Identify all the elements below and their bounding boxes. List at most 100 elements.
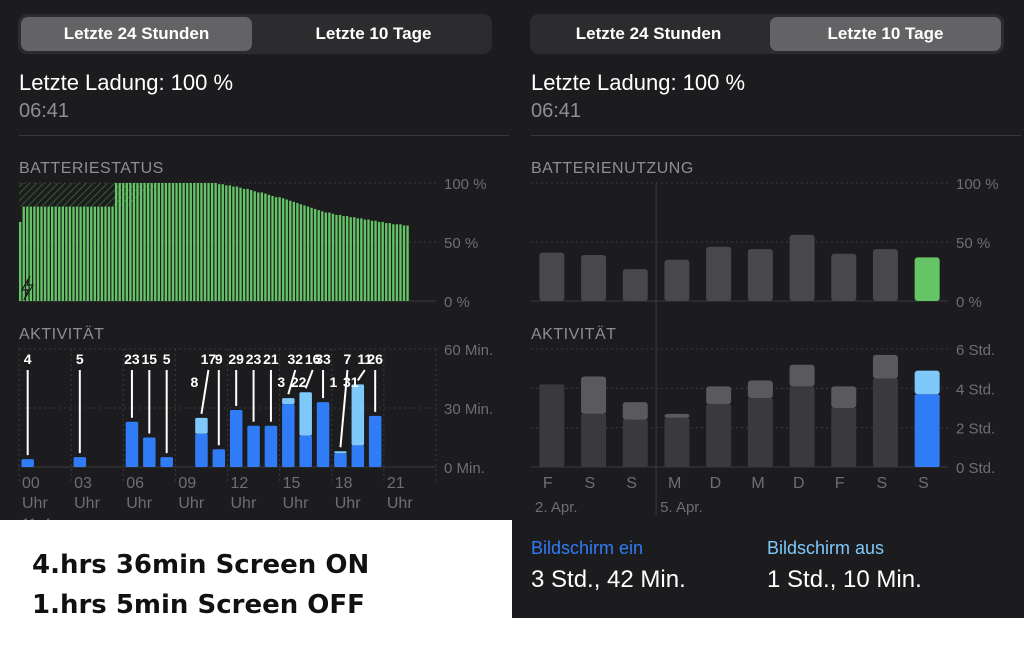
battery-level-bar (349, 217, 352, 301)
battery-level-bar (29, 206, 33, 301)
activity-pointer-line (287, 369, 297, 395)
battery-level-bar (50, 206, 54, 301)
battery-level-bar (161, 183, 164, 301)
activity-value-label: 23 (124, 351, 140, 367)
battery-level-bar (146, 183, 150, 301)
battery-level-bar (335, 214, 338, 301)
battery-level-bar (97, 206, 100, 301)
battery-level-bar (402, 225, 406, 301)
battery-level-bar (292, 201, 296, 301)
activity-screen-off-bar (789, 364, 815, 387)
battery-level-bar (178, 183, 182, 301)
battery-level-bar (79, 206, 82, 301)
activity-value-label: 29 (228, 351, 244, 367)
battery-level-bar (321, 211, 324, 301)
day-label: S (626, 475, 637, 492)
battery-level-bar (168, 183, 171, 301)
activity-screen-on-bar (706, 404, 732, 467)
battery-level-bar (54, 206, 57, 301)
hour-label: 09 (178, 475, 196, 492)
battery-level-bar (299, 204, 303, 301)
activity-value-label: 31 (343, 374, 359, 390)
hour-label: 03 (74, 475, 92, 492)
battery-level-bar (257, 192, 260, 301)
tab-last-10-days[interactable]: Letzte 10 Tage (315, 24, 432, 43)
activity-value-label: 7 (344, 351, 352, 367)
battery-level-bar (235, 186, 239, 301)
activity-screen-on-bar (539, 384, 565, 467)
battery-level-bar (75, 206, 79, 301)
activity-screen-on-bar (73, 457, 87, 467)
battery-level-bar (264, 193, 267, 301)
activity-screen-on-bar (831, 408, 857, 467)
battery-level-bar (377, 221, 381, 301)
battery-level-bar (281, 198, 285, 301)
battery-level-bar (363, 219, 367, 301)
battery-level-bar (82, 206, 86, 301)
activity-screen-off-bar (299, 392, 312, 436)
screen-off-value: 1 Std., 10 Min. (767, 566, 922, 593)
battery-level-bar (40, 206, 43, 301)
battery-level-bar (253, 191, 256, 301)
day-label: S (918, 475, 929, 492)
activity-pointer-line (339, 369, 349, 448)
battery-level-bar (90, 206, 93, 301)
battery-usage-heading: BATTERIENUTZUNG (531, 160, 694, 177)
hour-label: 06 (126, 475, 144, 492)
usage-bar (706, 246, 732, 301)
battery-level-bar (228, 185, 232, 301)
battery-level-bar (175, 183, 178, 301)
battery-level-bar (338, 214, 342, 301)
battery-level-bar (367, 219, 370, 301)
divider (531, 135, 1021, 136)
activity-screen-off-bar (747, 380, 773, 399)
activity-pointer-line (304, 369, 314, 389)
day-label: M (668, 475, 681, 492)
activity-value-label: 21 (263, 351, 279, 367)
screen-on-label: Bildschirm ein (531, 538, 644, 558)
battery-level-bar (210, 183, 214, 301)
battery-level-bar (395, 224, 399, 301)
activity-axis-label: 0 Min. (444, 460, 485, 477)
battery-level-bar (271, 195, 274, 301)
battery-level-bar (157, 183, 160, 301)
battery-level-bar (171, 183, 175, 301)
battery-level-bar (324, 212, 327, 301)
battery-level-bar (267, 194, 271, 301)
battery-level-bar (353, 217, 356, 301)
battery-level-bar (303, 205, 306, 301)
activity-screen-on-bar (789, 386, 815, 467)
battery-level-bar (107, 206, 111, 301)
activity-screen-off-bar (622, 402, 648, 420)
tab-last-24-hours[interactable]: Letzte 24 Stunden (21, 17, 252, 51)
activity-value-label: 26 (367, 351, 383, 367)
day-label: D (710, 475, 722, 492)
screen-on-value: 3 Std., 42 Min. (531, 566, 686, 593)
battery-level-bar (65, 206, 68, 301)
day-label: F (543, 475, 553, 492)
tab-last-10-days[interactable]: Letzte 10 Tage (770, 17, 1001, 51)
battery-level-bar (129, 183, 132, 301)
activity-value-label: 33 (315, 351, 331, 367)
battery-axis-label: 0 % (444, 294, 470, 311)
battery-level-bar (289, 200, 292, 301)
usage-bar (872, 249, 898, 301)
battery-level-bar (58, 206, 61, 301)
activity-screen-off-bar (914, 370, 940, 395)
battery-level-bar (260, 192, 264, 301)
battery-level-bar (22, 206, 25, 301)
left-panel-24h: Letzte 24 Stunden Letzte 10 Tage Letzte … (0, 0, 512, 520)
activity-screen-on-bar (229, 409, 243, 467)
battery-level-bar (242, 188, 246, 301)
activity-screen-on-bar (195, 433, 208, 467)
activity-value-label: 32 (288, 351, 304, 367)
battery-level-bar (111, 206, 114, 301)
activity-screen-on-bar (581, 413, 607, 467)
battery-level-bar (186, 183, 189, 301)
divider (19, 135, 509, 136)
hour-unit-label: Uhr (283, 495, 309, 512)
battery-level-bar (104, 206, 107, 301)
activity-screen-on-bar (872, 378, 898, 467)
battery-level-bar (150, 183, 153, 301)
tab-last-24-hours[interactable]: Letzte 24 Stunden (575, 24, 722, 43)
